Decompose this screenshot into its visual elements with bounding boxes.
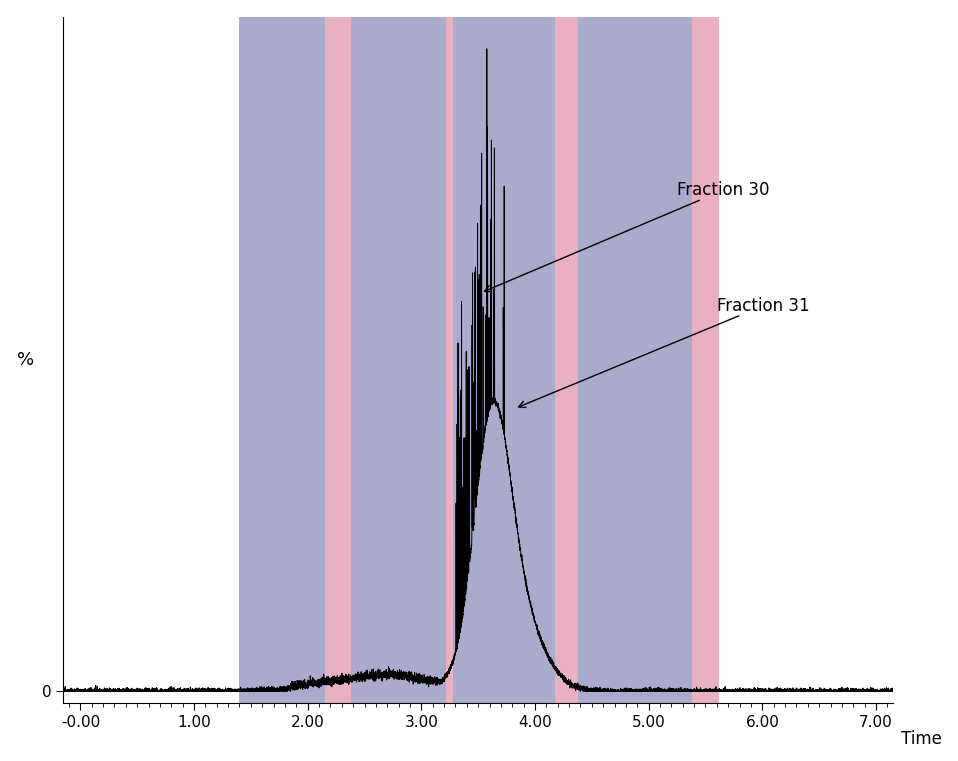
Bar: [692, 17, 719, 703]
Bar: [556, 17, 579, 703]
Bar: [579, 17, 692, 703]
Y-axis label: %: %: [16, 351, 34, 369]
Bar: [351, 17, 446, 703]
Text: Fraction 31: Fraction 31: [518, 297, 810, 407]
Bar: [325, 17, 351, 703]
Bar: [446, 17, 453, 703]
Text: Time: Time: [901, 731, 943, 748]
Bar: [453, 17, 556, 703]
Text: Fraction 30: Fraction 30: [485, 181, 769, 291]
Bar: [240, 17, 325, 703]
